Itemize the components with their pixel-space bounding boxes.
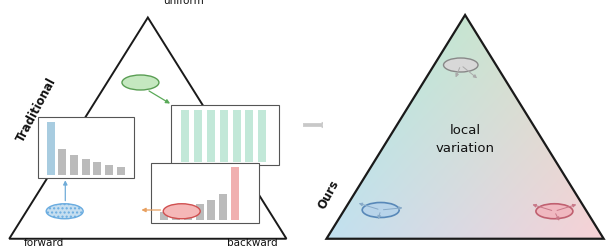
Bar: [259, 110, 266, 162]
Bar: [70, 155, 78, 174]
Text: uniform: uniform: [163, 0, 204, 6]
Text: backward: backward: [227, 238, 277, 248]
Bar: [59, 150, 67, 174]
Bar: [105, 164, 113, 174]
Bar: [161, 212, 169, 220]
Bar: [181, 110, 189, 162]
Bar: [231, 167, 239, 220]
Bar: [81, 159, 90, 174]
Circle shape: [46, 204, 83, 219]
Circle shape: [163, 204, 200, 219]
Text: Traditional: Traditional: [15, 76, 59, 144]
Bar: [219, 110, 228, 162]
Bar: [245, 110, 254, 162]
Bar: [219, 194, 227, 220]
Bar: [208, 200, 216, 220]
Bar: [171, 105, 279, 165]
Circle shape: [362, 202, 399, 218]
Bar: [233, 110, 240, 162]
Bar: [117, 167, 125, 174]
Bar: [193, 110, 202, 162]
Circle shape: [536, 204, 573, 219]
Text: Ours: Ours: [315, 178, 341, 212]
Bar: [94, 162, 102, 174]
Bar: [207, 110, 215, 162]
Circle shape: [444, 58, 478, 72]
Bar: [38, 118, 134, 178]
Bar: [172, 210, 180, 220]
Bar: [151, 162, 259, 222]
Text: local
variation: local variation: [436, 124, 495, 156]
Circle shape: [122, 75, 159, 90]
Bar: [47, 122, 54, 174]
Bar: [184, 207, 192, 220]
Bar: [196, 204, 204, 220]
Text: forward: forward: [23, 238, 63, 248]
